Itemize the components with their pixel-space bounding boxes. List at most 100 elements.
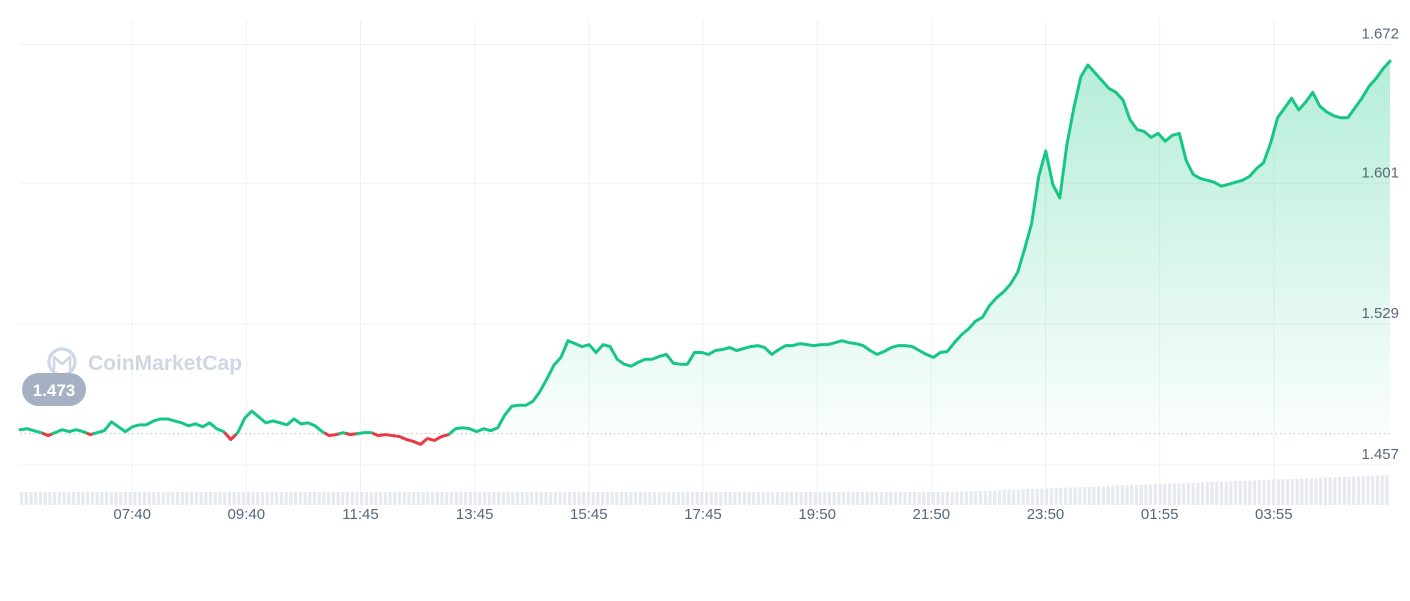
volume-bar (955, 491, 959, 505)
volume-bar (775, 492, 779, 505)
volume-bar (445, 492, 449, 505)
volume-bar (317, 492, 321, 505)
volume-bar (1201, 482, 1205, 505)
volume-bar (1177, 483, 1181, 505)
volume-bar (771, 492, 775, 505)
volume-bar (336, 492, 340, 505)
volume-bar (553, 492, 557, 505)
volume-bar (128, 492, 132, 505)
volume-bar (260, 492, 265, 505)
volume-bar (723, 492, 728, 505)
volume-bar (275, 492, 279, 505)
volume-bar (1092, 486, 1096, 505)
volume-bar (912, 492, 916, 505)
volume-bar (974, 491, 978, 505)
volume-bar (180, 492, 184, 505)
volume-bar (804, 492, 808, 505)
volume-bar (246, 492, 250, 505)
volume-bar (379, 492, 383, 505)
volume-bar (945, 492, 950, 505)
volume-bar (364, 492, 368, 505)
volume-bar (464, 492, 468, 505)
volume-bar (714, 492, 718, 505)
volume-bar (903, 492, 907, 505)
volume-bar (24, 492, 28, 505)
volume-bar (1333, 477, 1337, 505)
volume-bar (1097, 486, 1101, 505)
volume-bar (865, 492, 869, 505)
volume-bar (1026, 489, 1030, 505)
price-line-up-segment (18, 427, 45, 436)
volume-bar (1167, 483, 1172, 505)
volume-bar (1253, 480, 1257, 505)
volume-bar (927, 492, 931, 505)
price-line-up-segment (51, 428, 90, 436)
x-tick-label: 23:50 (1027, 506, 1065, 523)
volume-bar (487, 492, 491, 505)
volume-bar (1191, 482, 1195, 505)
volume-bar (175, 492, 180, 505)
volume-bar (1030, 488, 1035, 505)
volume-bar (1286, 479, 1290, 505)
volume-bar (1267, 479, 1271, 505)
y-axis-ticks: 1.672 1.601 1.529 1.457 (1361, 25, 1399, 462)
volume-bar (653, 492, 657, 505)
volume-bar (227, 492, 231, 505)
volume-bar (1045, 488, 1049, 505)
volume-bar (572, 492, 576, 505)
volume-bar (577, 492, 581, 505)
volume-bar (988, 490, 992, 505)
volume-bar (265, 492, 269, 505)
volume-bar (341, 492, 345, 505)
volume-bar (648, 492, 652, 505)
volume-bar (1304, 478, 1309, 505)
volume-bar (109, 492, 113, 505)
volume-bar (105, 492, 109, 505)
volume-bar (20, 492, 24, 505)
volume-bar (1040, 488, 1044, 505)
volume-bar (893, 492, 898, 505)
volume-bar (671, 492, 676, 505)
start-price-badge: 1.473 (22, 373, 86, 406)
price-line-up-segment (448, 59, 1392, 436)
start-price-badge-bg (22, 373, 86, 406)
volume-bar (1347, 476, 1351, 505)
volume-bar (1064, 487, 1068, 505)
volume-bar (48, 492, 52, 505)
volume-bar (1290, 478, 1294, 505)
volume-bar (369, 492, 373, 505)
volume-bar (492, 492, 496, 505)
volume-bar (1016, 489, 1020, 505)
volume-bar (596, 492, 600, 505)
volume-bar (1352, 476, 1356, 505)
volume-bar (142, 492, 146, 505)
x-tick-label: 09:40 (228, 506, 266, 523)
volume-bar (57, 492, 61, 505)
volume-bar (1238, 480, 1242, 505)
volume-bar (86, 492, 90, 505)
volume-bar (1323, 477, 1327, 505)
volume-bar (161, 492, 165, 505)
volume-bar (1219, 481, 1224, 505)
volume-bar (133, 492, 137, 505)
volume-bar (407, 492, 411, 505)
volume-bar (917, 492, 921, 505)
volume-bar (657, 492, 661, 505)
volume-bar (979, 490, 983, 505)
volume-bar (397, 492, 402, 505)
y-tick-label: 1.529 (1361, 305, 1399, 322)
volume-bar (785, 492, 789, 505)
x-tick-label: 11:45 (342, 506, 378, 523)
volume-bar (34, 492, 38, 505)
volume-bar (213, 492, 217, 505)
volume-bar (860, 492, 865, 505)
volume-bar (1205, 482, 1209, 505)
volume-bar (1139, 484, 1143, 505)
volume-bar (43, 492, 47, 505)
y-tick-label: 1.601 (1361, 164, 1399, 181)
volume-bar (813, 492, 817, 505)
volume-bar (908, 492, 912, 505)
volume-bar (1163, 483, 1167, 505)
